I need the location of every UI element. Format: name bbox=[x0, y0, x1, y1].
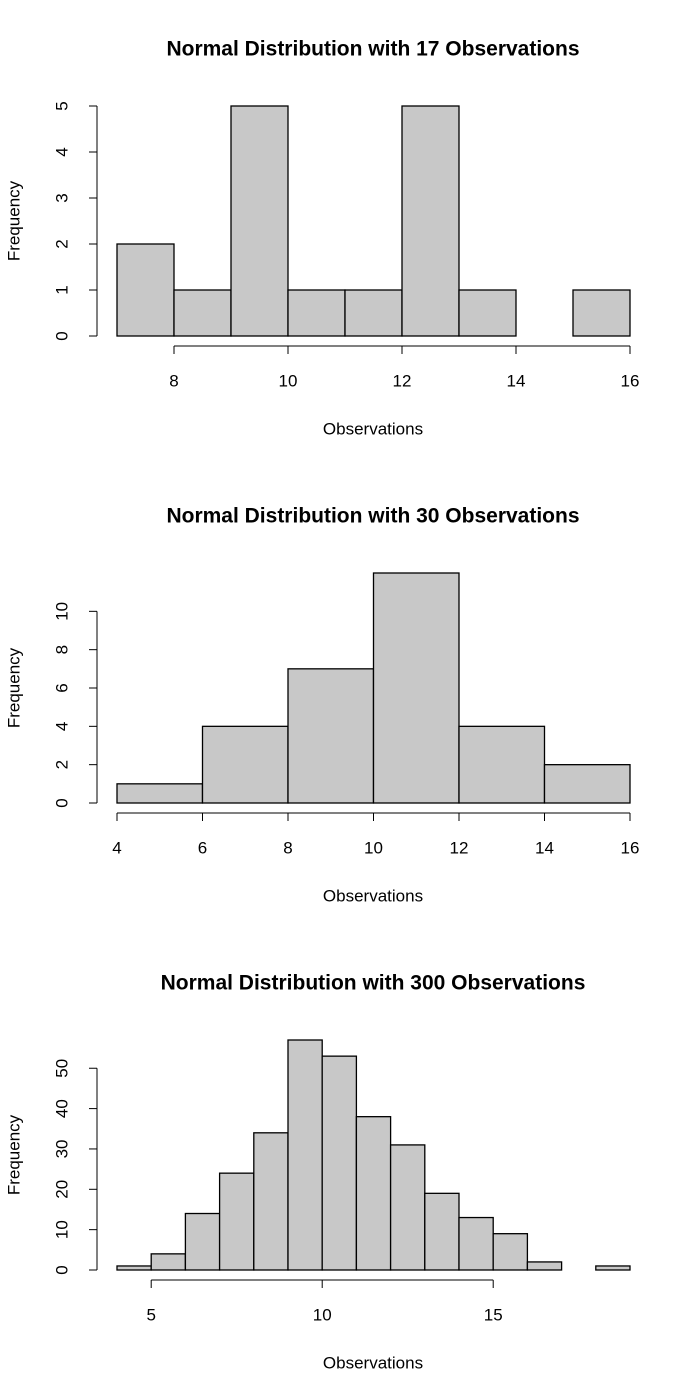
chart-panel: Normal Distribution with 17 Observations… bbox=[4, 38, 639, 439]
chart-title: Normal Distribution with 300 Observation… bbox=[161, 972, 586, 995]
x-tick-label: 8 bbox=[169, 371, 178, 390]
y-tick-label: 10 bbox=[52, 602, 71, 621]
y-tick-label: 50 bbox=[52, 1059, 71, 1078]
y-tick-label: 30 bbox=[52, 1139, 71, 1158]
x-axis-label: Observations bbox=[323, 1353, 423, 1372]
bar bbox=[458, 1216, 494, 1271]
chart-title: Normal Distribution with 30 Observations bbox=[166, 505, 579, 528]
x-tick-label: 15 bbox=[484, 1305, 503, 1324]
chart-panel: Normal Distribution with 300 Observation… bbox=[4, 972, 631, 1372]
y-tick-label: 4 bbox=[52, 722, 71, 731]
bar bbox=[116, 243, 175, 337]
x-tick-label: 12 bbox=[450, 838, 469, 857]
bar bbox=[458, 289, 517, 337]
x-axis-label: Observations bbox=[323, 419, 423, 438]
y-tick-label: 0 bbox=[52, 798, 71, 807]
bar bbox=[355, 1116, 392, 1271]
x-tick-label: 14 bbox=[507, 371, 526, 390]
y-tick-label: 5 bbox=[52, 101, 71, 110]
y-tick-label: 8 bbox=[52, 645, 71, 654]
y-tick-label: 6 bbox=[52, 683, 71, 692]
bar bbox=[116, 1265, 152, 1271]
y-tick-label: 3 bbox=[52, 193, 71, 202]
y-tick-label: 2 bbox=[52, 760, 71, 769]
y-axis-label: Frequency bbox=[4, 180, 23, 261]
x-tick-label: 5 bbox=[146, 1305, 155, 1324]
y-tick-label: 40 bbox=[52, 1099, 71, 1118]
bar bbox=[372, 572, 460, 804]
bar bbox=[287, 289, 346, 337]
bar bbox=[201, 725, 289, 804]
bar bbox=[572, 289, 631, 337]
y-axis-label: Frequency bbox=[4, 647, 23, 728]
y-tick-label: 0 bbox=[52, 331, 71, 340]
x-tick-label: 16 bbox=[621, 371, 640, 390]
y-tick-label: 10 bbox=[52, 1220, 71, 1239]
bar bbox=[543, 764, 631, 804]
x-tick-label: 8 bbox=[283, 838, 292, 857]
x-tick-label: 6 bbox=[198, 838, 207, 857]
bar bbox=[492, 1233, 529, 1271]
bar bbox=[116, 783, 204, 804]
x-tick-label: 4 bbox=[112, 838, 121, 857]
y-tick-label: 0 bbox=[52, 1265, 71, 1274]
bar bbox=[595, 1265, 631, 1271]
bar bbox=[321, 1055, 358, 1271]
y-tick-label: 20 bbox=[52, 1180, 71, 1199]
bar bbox=[218, 1172, 255, 1271]
x-tick-label: 14 bbox=[535, 838, 554, 857]
bar bbox=[253, 1132, 289, 1271]
chart-title: Normal Distribution with 17 Observations bbox=[166, 38, 579, 61]
bar bbox=[526, 1261, 563, 1271]
y-axis-label: Frequency bbox=[4, 1114, 23, 1195]
bar bbox=[230, 105, 289, 337]
x-tick-label: 10 bbox=[313, 1305, 332, 1324]
x-tick-label: 10 bbox=[364, 838, 383, 857]
x-axis-label: Observations bbox=[323, 886, 423, 905]
bar bbox=[287, 1039, 323, 1271]
bar bbox=[344, 289, 403, 337]
bar bbox=[401, 105, 460, 337]
bar bbox=[150, 1253, 187, 1271]
bar bbox=[173, 289, 232, 337]
x-tick-label: 12 bbox=[393, 371, 412, 390]
x-tick-label: 10 bbox=[279, 371, 298, 390]
bar bbox=[287, 668, 375, 804]
bar bbox=[184, 1212, 221, 1271]
y-tick-label: 2 bbox=[52, 239, 71, 248]
bar bbox=[424, 1192, 460, 1271]
y-tick-label: 1 bbox=[52, 285, 71, 294]
chart-panel: Normal Distribution with 30 Observations… bbox=[4, 505, 639, 906]
bar bbox=[389, 1144, 426, 1271]
x-tick-label: 16 bbox=[621, 838, 640, 857]
bar bbox=[458, 725, 546, 804]
y-tick-label: 4 bbox=[52, 147, 71, 156]
